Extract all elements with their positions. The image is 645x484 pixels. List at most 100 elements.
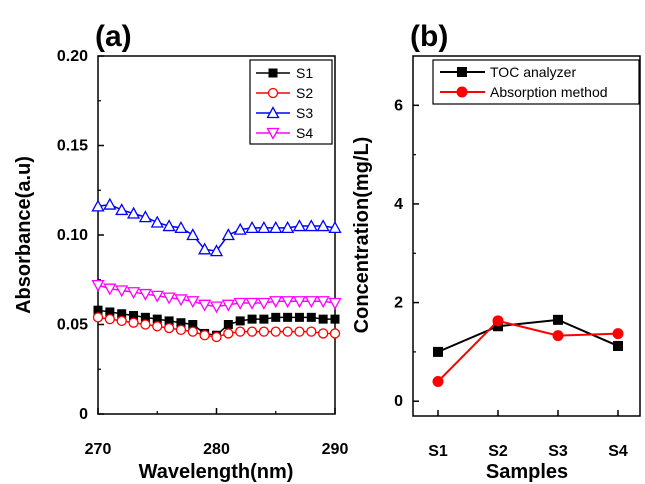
panel-b-x-tick-label: S1 (428, 443, 448, 460)
panel-a-legend-label-s3: S3 (296, 105, 313, 121)
panel-a-point-s2 (246, 326, 258, 337)
panel-a-point-s2 (175, 324, 187, 336)
panel-a-point-s2 (329, 328, 341, 339)
panel-a-point-s2 (317, 328, 329, 339)
panel-a-point-s3 (316, 219, 330, 232)
panel-a-point-s2 (152, 321, 163, 332)
panel-a-point-s2 (235, 326, 246, 337)
panel-a-point-s1 (259, 314, 269, 324)
panel-a-point-s3 (245, 220, 259, 233)
panel-a-point-s4 (150, 290, 164, 303)
panel-a-point-s4 (162, 292, 176, 305)
panel-a-point-s4 (245, 297, 259, 310)
panel-a-point-s4 (281, 296, 295, 309)
panel-a-point-s3 (221, 228, 235, 241)
panel-b-ticks: 0 2 4 6 S1 S2 S3 S4 (394, 97, 628, 460)
panel-a-point-s4 (138, 288, 152, 301)
panel-b-y-tick-label: 4 (394, 196, 403, 213)
panel-a-point-s3 (328, 220, 342, 233)
panel-a-point-s1 (235, 316, 245, 326)
panel-a-point-s1 (188, 320, 198, 329)
panel-a-legend-marker-s2 (267, 87, 279, 99)
panel-a-point-s2 (258, 326, 270, 337)
panel-a-legend-label-s2: S2 (296, 85, 313, 101)
panel-b-series (432, 314, 624, 387)
panel-b-legend: TOC analyzer Absorption method (432, 59, 640, 105)
panel-a-legend-marker-s3 (266, 106, 280, 119)
panel-a-point-s1 (318, 314, 328, 324)
panel-b-point-absorption-method (432, 375, 444, 387)
panel-b-legend-box (432, 59, 640, 105)
panel-a-y-tick-label: 0.05 (57, 317, 88, 334)
panel-a-point-s2 (282, 326, 293, 337)
panel-b-y-tick-label: 6 (394, 97, 403, 114)
panel-a-x-tick-label: 280 (203, 441, 230, 458)
panel-a-point-s4 (126, 287, 141, 300)
panel-b-point-toc-analyzer (613, 340, 623, 351)
panel-b-y-tick-label: 0 (394, 393, 403, 410)
panel-a-point-s2 (128, 317, 139, 328)
panel-a-point-s2 (187, 326, 198, 337)
panel-a-point-s4 (233, 297, 247, 310)
panel-a-point-s1 (283, 312, 293, 322)
panel-b-legend-marker-absorption-method (456, 86, 468, 98)
panel-a-legend-marker-s4 (266, 127, 280, 140)
panel-a-point-s2 (223, 328, 234, 339)
panel-a-legend-marker-s1 (268, 68, 278, 78)
panel-a-point-s2 (92, 312, 104, 323)
panel-b-series-line-absorption-method (437, 319, 619, 383)
panel-b-x-axis-title: Samples (486, 461, 568, 483)
panel-a-x-tick-label: 270 (85, 441, 112, 458)
panel-b-point-absorption-method (552, 330, 564, 342)
panel-a-point-s1 (129, 311, 139, 321)
panel-a-point-s1 (247, 314, 257, 324)
panel-a-point-s2 (140, 319, 151, 330)
panel-b-point-absorption-method (612, 328, 624, 340)
panel-a-point-s2 (211, 331, 222, 343)
panel-a-point-s3 (115, 203, 129, 216)
panel-b-x-tick-label: S3 (548, 443, 568, 460)
panel-a-point-s1 (140, 312, 150, 322)
panel-a-point-s4 (103, 283, 117, 296)
panel-a-point-s2 (306, 326, 317, 337)
panel-a-point-s1 (330, 314, 340, 324)
panel-a-legend-label-s4: S4 (296, 125, 313, 141)
panel-a-y-tick-label: 0.20 (57, 48, 88, 65)
panel-a-legend: S1 S2 S3 S4 (249, 59, 333, 145)
panel-a-point-s1 (152, 314, 162, 324)
panel-b-y-tick-label: 2 (394, 295, 403, 312)
panel-a-point-s4 (269, 296, 283, 309)
panel-a-point-s1 (164, 316, 174, 326)
panel-a-point-s1 (176, 318, 186, 328)
panel-a-point-s4 (257, 297, 271, 310)
panel-a-y-axis-title: Absorbance(a.u) (13, 156, 35, 314)
panel-a-point-s4 (186, 296, 200, 309)
panel-a-point-s3 (174, 220, 188, 233)
panel-a-legend-label-s1: S1 (296, 65, 313, 81)
panel-a-point-s4 (221, 299, 235, 312)
panel-a-point-s2 (104, 313, 115, 325)
panel-a-point-s2 (116, 315, 127, 327)
panel-a-series (91, 197, 342, 343)
panel-a-point-s3 (150, 215, 164, 228)
panel-a-point-s4 (328, 297, 342, 310)
panel-a-point-s2 (163, 322, 175, 334)
panel-a-x-tick-label: 290 (322, 441, 349, 458)
panel-a-point-s3 (269, 220, 283, 233)
panel-a-point-s3 (304, 219, 318, 232)
panel-b-label: (b) (410, 20, 448, 53)
panel-a-label: (a) (95, 20, 132, 53)
panel-a-point-s1 (117, 309, 127, 319)
panel-a-point-s2 (199, 330, 210, 341)
panel-b-x-tick-label: S2 (488, 443, 508, 460)
panel-a-point-s4 (304, 296, 318, 309)
panel-a-y-tick-label: 0.15 (57, 138, 88, 155)
panel-b-y-axis-title: Concentration(mg/L) (351, 137, 373, 334)
panel-a-y-tick-label: 0.10 (57, 227, 88, 244)
panel-b-point-toc-analyzer (553, 314, 563, 325)
panel-a-point-s1 (105, 307, 115, 317)
panel-a-point-s3 (126, 206, 141, 219)
panel-a-point-s3 (162, 219, 176, 232)
